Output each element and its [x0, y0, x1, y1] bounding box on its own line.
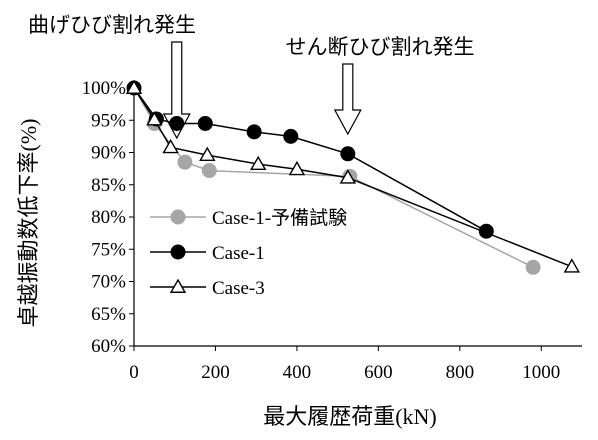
legend-label: Case-3 [212, 278, 265, 299]
annotation-arrow [333, 63, 362, 136]
x-tick-label: 800 [446, 362, 475, 383]
annotation-label: せん断ひび割れ発生 [286, 35, 475, 59]
x-axis-title: 最大履歴荷重(kN) [263, 404, 437, 429]
legend-label: Case-1 [212, 243, 265, 264]
x-tick-label: 600 [364, 362, 393, 383]
data-point [146, 111, 163, 126]
y-tick-label: 85% [91, 175, 126, 196]
data-point [169, 115, 185, 131]
data-point [199, 146, 216, 162]
data-point [177, 154, 193, 170]
axes: 60% 65% 70% 75% 80% 85% 90% 95% 100% 0 200 400 600 80… [16, 78, 582, 429]
y-tick-label: 100% [82, 78, 127, 99]
legend-label: Case-1-予備試験 [212, 207, 347, 229]
data-point [283, 128, 299, 144]
x-tick-label: 400 [283, 362, 312, 383]
y-tick-label: 80% [91, 207, 126, 228]
x-tick-label: 0 [129, 362, 139, 383]
y-tick-label: 70% [91, 272, 126, 293]
data-point [288, 160, 306, 176]
y-axis-title: 卓越振動数低下率(%) [16, 119, 41, 328]
legend: Case-1-予備試験 Case-1 Case-3 [150, 207, 347, 299]
y-tick-label: 95% [91, 110, 126, 131]
legend-marker [170, 244, 186, 260]
y-tick-label: 65% [91, 304, 126, 325]
data-point [125, 79, 143, 94]
data-point [246, 124, 262, 140]
series-line [133, 87, 534, 268]
y-tick-label: 90% [91, 143, 126, 164]
x-tick-label: 1000 [522, 362, 560, 383]
data-point [201, 163, 217, 179]
data-point [197, 115, 213, 131]
data-point [563, 258, 581, 273]
data-point [340, 146, 356, 162]
data-point [250, 155, 267, 171]
x-tick-label: 200 [201, 362, 230, 383]
series-layer [125, 79, 581, 275]
y-tick-label: 75% [91, 239, 126, 260]
annotation-label: 曲げひび割れ発生 [28, 13, 196, 37]
y-tick-label: 60% [91, 336, 126, 357]
series-group [125, 79, 581, 273]
series-group [126, 80, 541, 275]
legend-marker [169, 278, 187, 293]
data-point [339, 169, 357, 184]
data-point [162, 138, 179, 154]
legend-marker [170, 209, 186, 225]
data-point [525, 259, 541, 275]
